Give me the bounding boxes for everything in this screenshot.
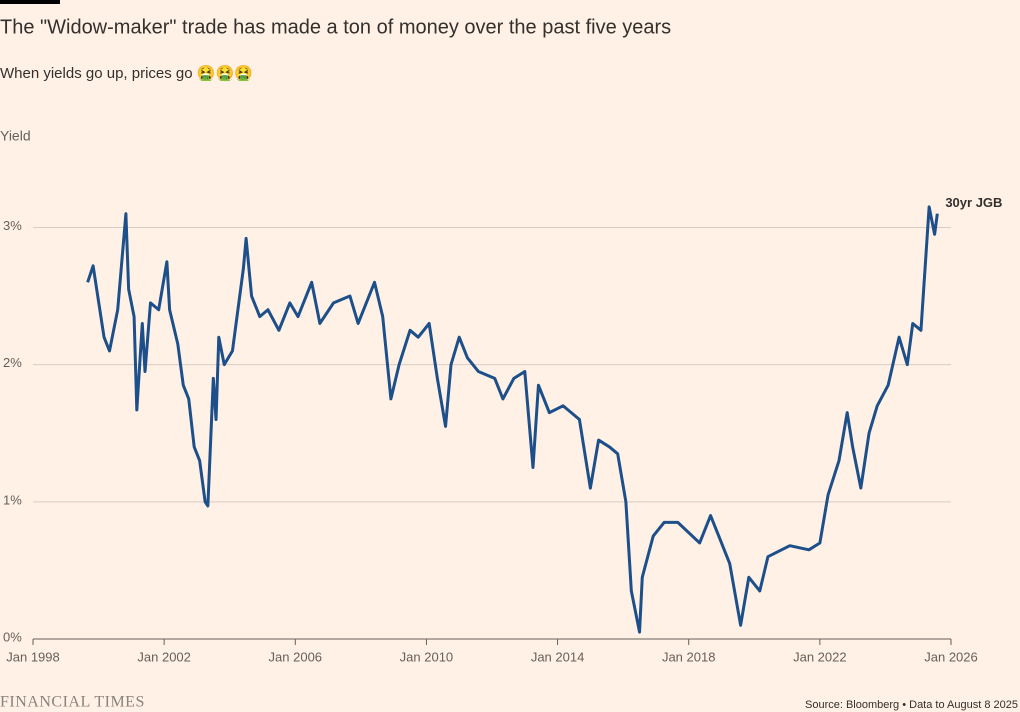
y-tick-label: 3% (3, 218, 22, 233)
x-tick-label: Jan 2026 (924, 649, 978, 664)
y-tick-label: 1% (3, 492, 22, 507)
chart-subtitle: When yields go up, prices go 🤮🤮🤮 (0, 64, 253, 82)
y-axis-label: Yield (0, 128, 31, 144)
y-tick-label: 0% (3, 629, 22, 644)
line (86, 205, 939, 634)
series-label: 30yr JGB (945, 195, 1002, 210)
x-tick-label: Jan 2002 (137, 649, 191, 664)
plot (86, 205, 939, 634)
brand: FINANCIAL TIMES (0, 694, 145, 711)
grid (32, 226, 952, 645)
source: Source: Bloomberg • Data to August 8 202… (805, 699, 1018, 711)
chart-title: The "Widow-maker" trade has made a ton o… (0, 16, 671, 38)
x-tick-label: Jan 2018 (662, 649, 716, 664)
x-tick-label: Jan 2006 (269, 649, 323, 664)
y-tick-label: 2% (3, 355, 22, 370)
x-tick-label: Jan 2014 (531, 649, 585, 664)
x-tick-label: Jan 1998 (6, 649, 60, 664)
x-tick-label: Jan 2010 (400, 649, 454, 664)
x-tick-label: Jan 2022 (793, 649, 847, 664)
brand-bar (0, 0, 60, 4)
